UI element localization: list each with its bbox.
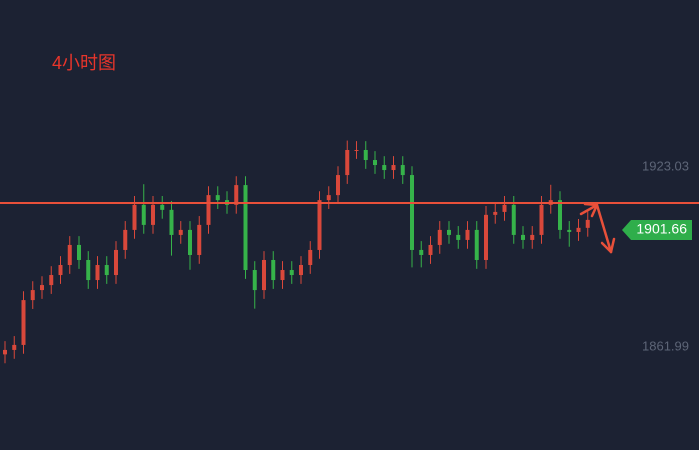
candle-body — [95, 265, 100, 281]
candle-body — [373, 160, 377, 166]
candle-body — [215, 195, 220, 201]
candle-body — [447, 229, 451, 235]
candle-body — [391, 165, 396, 171]
candle-body — [132, 204, 137, 230]
candle-body — [151, 204, 155, 225]
candle-body — [484, 214, 488, 260]
candle-body — [49, 275, 54, 286]
candle-body — [354, 149, 359, 151]
last-price-label: 1901.66 — [636, 221, 687, 237]
candle-body — [530, 234, 535, 240]
candle-body — [474, 229, 479, 260]
candle-body — [58, 265, 63, 276]
candle-body — [289, 270, 294, 276]
candle-body — [252, 270, 257, 291]
candle-body — [178, 229, 183, 235]
candle-body — [40, 285, 44, 291]
arrow-path — [579, 203, 613, 254]
candle-body — [317, 200, 322, 250]
candle-body — [576, 227, 581, 232]
candle-body — [271, 259, 276, 281]
candle-body — [12, 344, 17, 350]
last-price-badge — [622, 220, 692, 241]
candle-body — [428, 244, 433, 255]
candle-body — [521, 234, 525, 240]
candle-body — [262, 259, 266, 291]
candle-body — [30, 290, 35, 301]
candle-body — [382, 165, 387, 171]
candle-body — [243, 185, 248, 271]
candle-body — [567, 229, 572, 232]
candle-body — [345, 149, 350, 176]
candle-body — [308, 249, 313, 266]
y-tick-label: 1861.99 — [642, 338, 689, 353]
candle-body — [169, 209, 174, 235]
candle-body — [456, 234, 461, 240]
candle-body — [104, 265, 109, 276]
candle-body — [188, 229, 192, 255]
candle-body — [114, 249, 118, 276]
candle-body — [419, 249, 424, 255]
candle-body — [400, 165, 405, 176]
candle-body — [410, 175, 414, 250]
chart-title: 4小时图 — [52, 53, 116, 73]
y-tick-label: 1923.03 — [642, 158, 689, 173]
candle-body — [206, 195, 211, 225]
candle-body — [336, 175, 340, 196]
candle-body — [363, 149, 368, 161]
candle-body — [280, 270, 285, 281]
candle-body — [160, 204, 165, 210]
candle-body — [558, 200, 562, 230]
arrow-head — [583, 202, 599, 218]
candle-body — [123, 229, 128, 250]
candle-body — [493, 211, 498, 215]
candle-body — [585, 219, 590, 228]
candle-body — [234, 185, 239, 205]
candle-body — [197, 224, 202, 255]
candle-body — [77, 244, 81, 260]
candle-body — [299, 265, 303, 276]
candle-body — [3, 349, 7, 355]
candle-body — [67, 244, 72, 266]
candle-body — [86, 259, 91, 281]
candle-body — [141, 204, 146, 225]
candle-body — [21, 300, 26, 345]
candle-body — [326, 195, 331, 201]
candle-body — [539, 204, 544, 235]
candle-body — [437, 229, 442, 245]
candle-body — [502, 204, 507, 212]
annotation-arrows — [579, 202, 616, 254]
candle-body — [465, 229, 470, 240]
candle-body — [511, 204, 516, 235]
arrow-head — [600, 237, 616, 254]
